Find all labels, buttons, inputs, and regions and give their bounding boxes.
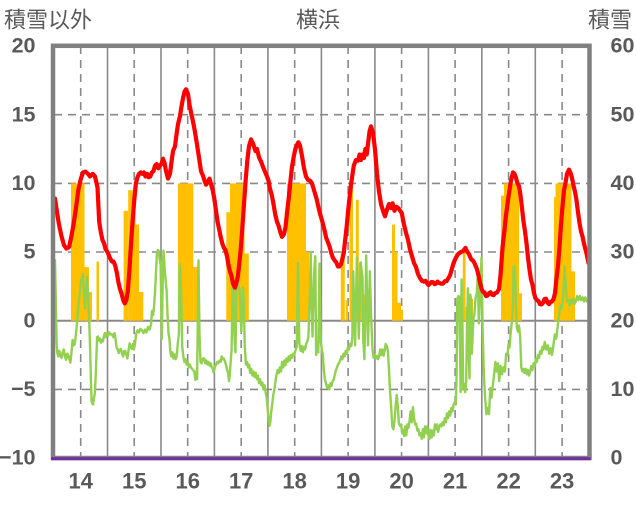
svg-text:40: 40 xyxy=(611,171,635,195)
svg-text:20: 20 xyxy=(389,468,413,493)
svg-text:10: 10 xyxy=(611,377,635,401)
svg-text:0: 0 xyxy=(24,308,36,332)
svg-text:20: 20 xyxy=(611,308,635,332)
svg-text:0: 0 xyxy=(611,446,623,470)
svg-text:17: 17 xyxy=(229,468,253,493)
svg-text:10: 10 xyxy=(12,171,36,195)
svg-text:積雪以外: 積雪以外 xyxy=(4,8,92,33)
svg-text:18: 18 xyxy=(282,468,306,493)
svg-text:−10: −10 xyxy=(0,446,36,470)
svg-text:積雪: 積雪 xyxy=(588,8,632,33)
svg-text:横浜: 横浜 xyxy=(296,8,340,33)
svg-text:15: 15 xyxy=(122,468,146,493)
svg-text:60: 60 xyxy=(611,34,635,58)
svg-text:5: 5 xyxy=(24,240,36,264)
svg-text:15: 15 xyxy=(12,102,36,126)
svg-text:16: 16 xyxy=(175,468,199,493)
svg-text:−5: −5 xyxy=(11,377,36,401)
svg-text:22: 22 xyxy=(496,468,520,493)
svg-text:30: 30 xyxy=(611,240,635,264)
svg-text:20: 20 xyxy=(12,34,36,58)
svg-text:50: 50 xyxy=(611,102,635,126)
svg-text:23: 23 xyxy=(550,468,574,493)
svg-text:21: 21 xyxy=(443,468,467,493)
svg-text:19: 19 xyxy=(336,468,360,493)
svg-text:14: 14 xyxy=(68,468,93,493)
